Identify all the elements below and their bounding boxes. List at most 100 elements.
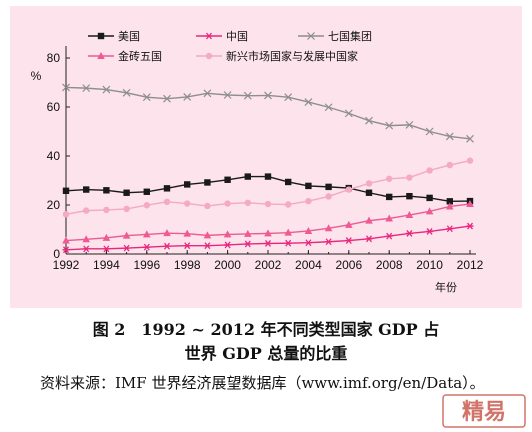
data-point [385,121,394,130]
data-point [244,173,251,180]
data-point [203,242,211,250]
x-tick-label: 1994 [93,258,120,272]
series-4 [62,157,474,218]
data-point [122,88,131,97]
x-tick-label: 2002 [255,258,282,272]
data-point [103,206,110,214]
seal-text: 精易 [462,399,506,425]
data-point [184,181,191,188]
data-point [82,235,90,243]
data-point [385,232,393,240]
legend-marker [97,52,105,59]
legend-item: 新兴市场国家与发展中国家 [196,49,358,63]
data-point [143,188,150,195]
data-point [223,91,232,99]
legend-label: 中国 [226,30,248,43]
data-point [223,230,232,238]
data-point [345,220,353,228]
data-point [62,187,70,194]
data-point [446,161,453,169]
data-point [62,211,70,218]
x-tick-label: 2004 [295,258,322,272]
legend-label: 美国 [118,30,140,43]
data-point [446,202,454,210]
data-point [184,200,191,207]
data-point [142,93,151,102]
data-point [224,241,232,249]
data-point [224,200,231,207]
x-tick-label: 2010 [416,258,443,272]
data-point [264,240,272,247]
data-point [122,231,131,239]
data-point [102,233,111,241]
axes: 0 20 40 60 80 1992 1994 1996 1998 2000 2002 2004 200… [47,46,484,272]
data-point [285,178,292,186]
x-tick-label: 2006 [335,258,362,272]
legend-item: 七国集团 [298,29,372,43]
legend-item: 中国 [196,30,248,43]
data-point [365,216,373,224]
data-point [345,237,353,244]
data-point [324,103,333,112]
data-point [82,84,91,93]
data-point [325,183,332,191]
data-point [264,200,272,208]
data-point [466,200,474,208]
data-point [285,201,292,208]
data-point [143,243,151,251]
data-point [325,193,332,200]
x-tick-label: 2008 [376,258,403,272]
data-point [102,85,111,94]
data-point [224,176,231,183]
data-point [426,167,433,174]
series-layer [62,83,474,254]
data-point [203,231,212,239]
data-point [284,239,292,247]
data-point [183,242,191,250]
data-point [426,228,434,235]
data-point [264,173,272,180]
chart-panel: 0 20 40 60 80 1992 1994 1996 1998 2000 2002 2004 200… [10,6,522,308]
caption-line-2: 世界 GDP 总量的比重 [184,344,348,363]
legend-marker [97,32,105,40]
data-point [365,235,373,243]
data-point [123,244,131,252]
data-point [163,198,171,206]
data-point [243,91,252,100]
data-point [204,179,211,186]
line-chart: 0 20 40 60 80 1992 1994 1996 1998 2000 2002 2004 200… [31,29,484,294]
data-point [345,186,352,193]
data-point [163,185,171,192]
data-point [445,132,454,141]
data-point [405,211,414,219]
data-point [203,89,212,98]
data-point [446,225,454,233]
data-point [466,222,474,230]
y-tick-label: 80 [47,51,61,65]
data-point [324,224,333,232]
data-point [386,175,393,182]
data-point [83,207,90,214]
data-point [123,205,130,213]
data-point [62,236,70,244]
figure-caption: 图 2 1992 ~ 2012 年不同类型国家 GDP 占 世界 GDP 总量的… [0,318,532,366]
y-tick-label: 40 [47,149,61,163]
x-tick-label: 2000 [214,258,241,272]
data-point [244,199,251,206]
data-point [305,197,312,205]
y-tick-label: 60 [47,100,61,114]
data-point [304,239,312,247]
data-point [466,157,474,164]
data-point [264,91,272,100]
legend-label: 金砖五国 [118,49,162,63]
series-2 [62,83,474,143]
data-point [426,194,433,202]
data-point [305,182,312,190]
data-point [143,202,150,209]
data-point [244,240,252,248]
y-tick-label: 20 [47,198,61,212]
data-point [385,214,393,222]
x-tick-label: 1998 [174,258,201,272]
source-note: 资料来源：IMF 世界经济展望数据库（www.imf.org/en/Data）。 [40,374,485,392]
data-point [183,93,192,101]
